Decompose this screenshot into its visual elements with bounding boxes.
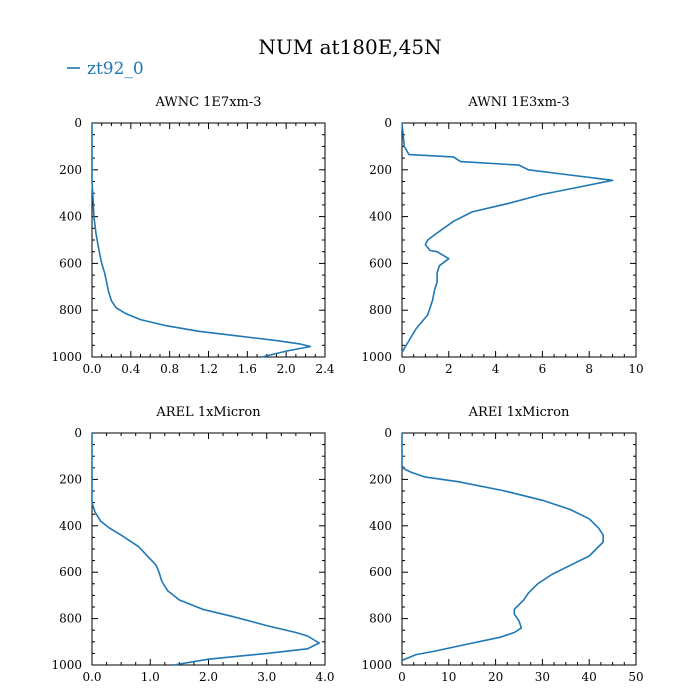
series-line [401, 122, 614, 353]
y-tick-label: 600 [59, 256, 82, 270]
series-line [91, 123, 312, 358]
y-tick-label: 0 [384, 426, 392, 440]
panel-2: AWNI 1E3xm-3 0 2 4 6 8 10 0 200 400 600 800 1000 [361, 95, 643, 376]
y-tick-label: 0 [74, 116, 82, 130]
x-tick-label: 30 [535, 670, 550, 684]
y-tick-label: 800 [369, 303, 392, 317]
panel-title: AREI 1xMicron [468, 405, 570, 420]
y-tick-label: 200 [59, 472, 82, 486]
x-tick-label: 8 [585, 362, 593, 376]
y-tick-label: 0 [74, 426, 82, 440]
x-tick-label: 4.0 [315, 670, 334, 684]
x-tick-label: 3.0 [257, 670, 276, 684]
y-tick-label: 600 [59, 565, 82, 579]
x-tick-label: 1.2 [199, 362, 218, 376]
x-tick-label: 20 [488, 670, 503, 684]
x-tick-label: 4 [492, 362, 500, 376]
panel-3: AREL 1xMicron 0.0 1.0 2.0 3.0 4.0 0 200 400 600 80… [51, 405, 334, 684]
y-tick-label: 400 [59, 210, 82, 224]
panel-title: AWNI 1E3xm-3 [467, 95, 569, 110]
y-tick-label: 200 [369, 472, 392, 486]
panels: AWNC 1E7xm-30.0 0.4 0.8 1.2 1.6 2.0 2.40200400… [51, 95, 643, 684]
x-tick-label: 2 [445, 362, 453, 376]
plot-frame [91, 432, 326, 666]
y-tick-label: 0 [384, 116, 392, 130]
x-tick-label: 6 [539, 362, 547, 376]
y-tick-label: 800 [59, 612, 82, 626]
y-tick-label: 400 [369, 519, 392, 533]
y-tick-label: 200 [59, 163, 82, 177]
y-tick-label: 1000 [361, 658, 392, 672]
y-tick-label: 1000 [51, 658, 82, 672]
x-tick-label: 10 [441, 670, 456, 684]
y-tick-label: 600 [369, 256, 392, 270]
panel-title: AREL 1xMicron [155, 405, 261, 420]
y-tick-label: 1000 [51, 350, 82, 364]
y-tick-label: 1000 [361, 350, 392, 364]
x-tick-label: 2.0 [277, 362, 296, 376]
series-line [91, 433, 321, 666]
x-tick-label: 10 [628, 362, 643, 376]
y-tick-label: 400 [369, 210, 392, 224]
panel-4: AREI 1xMicron 0 10 20 30 40 50 0 200 400 600 800 100… [361, 405, 643, 684]
x-tick-label: 0.0 [82, 362, 101, 376]
y-tick-label: 600 [369, 565, 392, 579]
y-tick-label: 800 [369, 612, 392, 626]
x-tick-label: 0 [398, 670, 406, 684]
x-tick-label: 50 [628, 670, 643, 684]
x-tick-label: 0.8 [160, 362, 179, 376]
x-tick-label: 0.4 [121, 362, 140, 376]
legend-label: zt92_0 [87, 59, 144, 79]
panel-title: AWNC 1E7xm-3 [154, 95, 261, 110]
x-tick-label: 2.4 [315, 362, 334, 376]
y-tick-label: 200 [369, 163, 392, 177]
plot-frame [401, 122, 637, 358]
x-tick-label: 1.6 [238, 362, 257, 376]
x-tick-label: 40 [582, 670, 597, 684]
x-tick-label: 1.0 [141, 670, 160, 684]
y-tick-label: 400 [59, 519, 82, 533]
series-line [401, 433, 605, 662]
x-tick-label: 0.0 [82, 670, 101, 684]
plot-frame [91, 122, 326, 358]
figure-title: NUM at180E,45N [258, 35, 441, 59]
panel-1: AWNC 1E7xm-3 0.0 0.4 0.8 1.2 1.6 2.0 2.4 0 200 400… [51, 95, 334, 376]
y-tick-label: 800 [59, 303, 82, 317]
x-tick-label: 2.0 [199, 670, 218, 684]
legend: zt92_0 [67, 59, 144, 79]
x-tick-label: 0 [398, 362, 406, 376]
